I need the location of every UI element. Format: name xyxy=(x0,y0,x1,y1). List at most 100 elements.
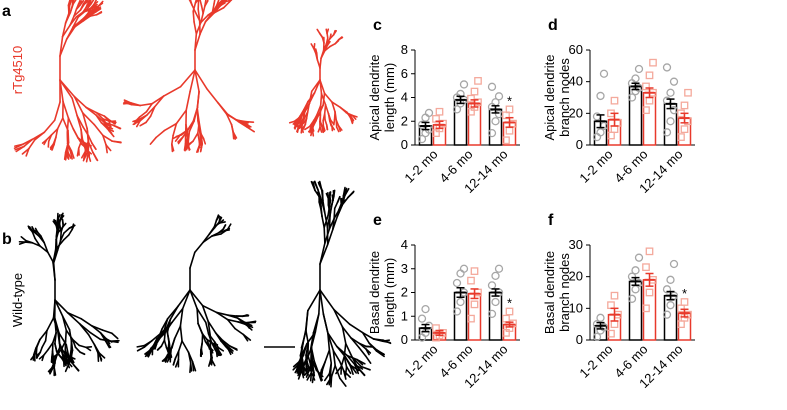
panel-label: e xyxy=(373,212,382,229)
dendrite xyxy=(197,322,203,335)
dendrite xyxy=(143,339,153,348)
dendrite xyxy=(46,317,55,332)
dendrite xyxy=(20,236,27,242)
y-tick-label: 6 xyxy=(401,66,408,81)
dendrite xyxy=(309,371,313,382)
dendrite xyxy=(372,338,384,341)
dendrite xyxy=(341,326,352,339)
dendrite xyxy=(177,289,191,307)
dendrite xyxy=(331,101,342,109)
dendrite xyxy=(77,139,83,150)
dendrite xyxy=(326,228,334,246)
dendrite xyxy=(194,33,201,51)
dendrite xyxy=(323,226,326,244)
dendrite xyxy=(189,362,193,372)
dendrite xyxy=(331,101,336,113)
dendrite xyxy=(87,333,96,346)
x-tick-label: 1-2 mo xyxy=(576,147,615,186)
dendrite xyxy=(179,325,183,342)
dendrite xyxy=(61,22,67,38)
dendrite xyxy=(101,117,111,123)
dendrite xyxy=(156,330,167,340)
y-tick-label: 2 xyxy=(401,285,408,300)
dendrite xyxy=(44,329,48,342)
dendrite xyxy=(303,111,309,120)
dendrite xyxy=(58,215,64,222)
dendrite xyxy=(300,330,307,349)
y-tick-label: 30 xyxy=(569,237,583,252)
dendrite xyxy=(207,320,212,337)
dendrite xyxy=(70,340,74,351)
data-point xyxy=(452,307,462,316)
dendrite xyxy=(75,3,80,11)
dendrite xyxy=(169,305,179,320)
dendrite xyxy=(347,191,355,199)
data-point xyxy=(645,71,654,80)
dendrite xyxy=(205,321,210,335)
dendrite xyxy=(292,361,300,368)
dendrite xyxy=(343,355,348,368)
dendrite xyxy=(316,28,321,34)
dendrite xyxy=(307,354,312,365)
dendrite xyxy=(200,14,209,24)
dendrite xyxy=(324,349,331,363)
dendrite xyxy=(185,90,191,112)
dendrite xyxy=(181,340,190,354)
dendrite xyxy=(317,181,323,191)
dendrite xyxy=(87,134,93,144)
dendrite xyxy=(59,35,64,57)
data-point xyxy=(662,310,672,319)
dendrite xyxy=(171,143,175,152)
dendrite xyxy=(61,117,69,132)
dendrite xyxy=(309,362,314,372)
dendrite xyxy=(301,123,307,130)
dendrite xyxy=(316,58,321,69)
data-point xyxy=(627,272,637,281)
data-point xyxy=(421,304,430,314)
dendrite xyxy=(105,122,109,130)
data-point xyxy=(470,267,479,275)
dendrite xyxy=(312,119,317,127)
dendrite xyxy=(91,325,104,331)
dendrite xyxy=(54,331,57,345)
dendrite xyxy=(139,102,153,107)
dendrite xyxy=(336,204,343,218)
data-point xyxy=(435,107,444,116)
dendrite xyxy=(67,355,72,363)
data-point xyxy=(487,309,497,319)
dendrite xyxy=(52,299,56,319)
dendrite xyxy=(232,131,235,140)
dendrite xyxy=(327,332,331,351)
dendrite xyxy=(197,132,201,142)
dendrite xyxy=(323,372,331,382)
dendrite xyxy=(325,192,330,200)
dendrite xyxy=(298,123,303,130)
dendrite xyxy=(173,325,182,340)
dendrite xyxy=(349,365,354,376)
y-tick-label: 20 xyxy=(569,269,583,284)
dendrite xyxy=(71,0,75,6)
dendrite xyxy=(170,337,176,350)
dendrite xyxy=(57,330,61,344)
data-point xyxy=(666,275,675,284)
dendrite xyxy=(80,15,91,22)
dendrite xyxy=(317,126,321,133)
dendrite xyxy=(336,196,341,204)
dendrite xyxy=(164,318,172,332)
dendrite xyxy=(53,136,57,146)
dendrite xyxy=(62,234,70,241)
y-tick-label: 4 xyxy=(401,237,408,252)
dendrite xyxy=(314,52,319,61)
dendrite xyxy=(313,79,321,94)
significance-marker: * xyxy=(507,296,512,311)
dendrite xyxy=(336,345,346,357)
dendrite xyxy=(334,111,338,121)
dendrite xyxy=(338,360,345,372)
dendrite xyxy=(344,355,352,367)
dendrite xyxy=(52,356,57,368)
dendrite xyxy=(65,355,68,362)
dendrite xyxy=(230,123,234,134)
dendrite xyxy=(98,352,106,359)
dendrite xyxy=(23,138,34,148)
dendrite xyxy=(67,150,72,159)
